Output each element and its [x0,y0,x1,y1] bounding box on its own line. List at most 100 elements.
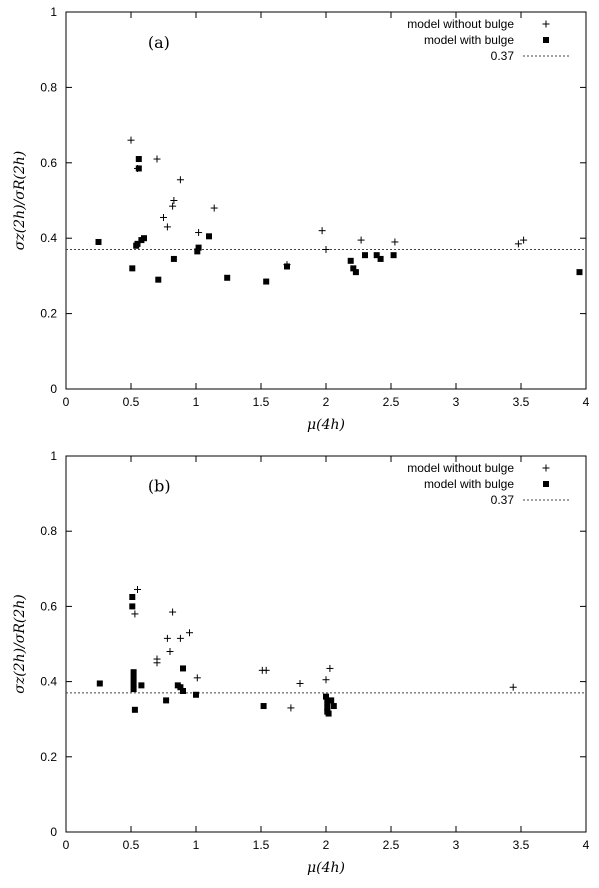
data-point-square [180,688,186,694]
plot-frame [65,11,587,390]
y-tick-label: 1 [50,449,57,463]
panel-b: 0 0.5 1 1.5 2 2.5 3 3.5 4 0 0.2 0.4 0.6 0.8 1 μ(4h) σz(2… [12,449,590,876]
data-point-square [347,257,354,264]
data-point-plus [153,155,161,163]
x-tick-label: 1 [193,838,200,852]
data-point-plus [160,213,167,221]
data-point-square [324,704,331,711]
x-tick-label: 2 [323,838,330,852]
panel-a: 0 0.5 1 1.5 2 2.5 3 3.5 4 0 0.2 0.4 0.6 0.8 1 μ(4h) σz(2… [12,5,590,433]
data-point-square [350,265,357,272]
x-axis-title: μ(4h) [307,860,345,876]
data-point-square [330,703,337,710]
x-tick-label: 0 [63,395,70,409]
data-point-square [129,594,136,600]
data-point-plus [287,704,295,712]
y-tick-label: 0.4 [40,675,57,689]
data-point-square [352,269,359,276]
y-tick-label: 0.4 [40,231,57,245]
data-point-plus [509,683,517,691]
x-tick-label: 0 [63,838,70,852]
data-point-square [323,693,329,700]
series-without-bulge [127,136,528,269]
y-tick-label: 0 [50,382,57,396]
legend-symbol-square [543,481,549,487]
data-point-square [135,156,142,163]
data-point-square [180,665,186,672]
x-tick-label: 2.5 [383,395,400,409]
data-point-plus [514,240,522,248]
data-point-plus [186,629,193,637]
data-point-square [170,255,177,262]
x-tick-label: 1.5 [253,395,270,409]
y-tick-label: 0.2 [40,307,57,321]
data-point-plus [134,585,141,593]
legend-label-reference: 0.37 [491,49,515,63]
x-tick-label: 1.5 [253,838,270,852]
data-point-square [377,255,384,262]
data-point-plus [131,610,139,618]
data-point-square [131,706,138,713]
data-point-square [576,269,583,276]
data-point-plus [322,676,330,684]
legend-label: model with bulge [424,33,514,47]
data-point-square [130,674,137,681]
data-point-square [155,276,162,283]
data-point-plus [391,238,399,246]
data-point-plus [357,236,365,244]
data-point-square [138,682,145,689]
y-axis-title: σz(2h)/σR(2h) [12,151,28,250]
data-point-plus [170,197,178,204]
data-point-plus [163,223,171,231]
y-tick-label: 0.6 [40,156,57,170]
data-point-plus [127,136,135,144]
data-point-square [224,274,231,281]
series-with-bulge [95,156,583,285]
data-point-square [130,686,137,693]
data-point-square [130,680,137,687]
data-point-square [163,697,170,704]
x-tick-label: 4 [583,838,590,852]
legend: model without bulge model with bulge 0.37 [407,461,569,507]
y-tick-label: 0.2 [40,750,57,764]
x-tick-label: 2 [323,395,330,409]
legend-label: model with bulge [424,477,514,491]
data-point-square [130,669,137,676]
x-tick-label: 3 [453,395,460,409]
data-point-square [324,699,331,706]
y-tick-label: 0.8 [40,80,57,94]
y-tick-label: 0.6 [40,599,57,613]
legend-symbol-square [543,37,549,43]
data-point-plus [262,666,270,674]
data-point-square [195,244,202,251]
data-point-plus [296,679,304,687]
x-axis-title: μ(4h) [307,417,345,433]
data-point-square [206,233,212,240]
data-point-plus [326,664,334,672]
legend-symbol-plus [542,20,550,28]
data-point-square [263,278,270,285]
x-tick-label: 3.5 [513,838,530,852]
data-point-square [96,680,103,687]
data-point-square [134,240,141,247]
panel-label: (b) [148,477,171,496]
x-tick-label: 1 [193,395,200,409]
data-point-plus [176,634,184,642]
data-point-square [325,710,332,717]
data-point-plus [169,608,177,616]
plot-frame [65,455,587,833]
data-point-plus [163,634,171,642]
legend-label: model without bulge [407,17,514,31]
data-point-plus [318,227,326,235]
y-tick-label: 0 [50,825,57,839]
legend-label: model without bulge [407,461,514,475]
data-point-plus [176,176,184,184]
x-tick-label: 2.5 [383,838,400,852]
y-tick-label: 0.8 [40,524,57,538]
data-point-square [95,238,102,245]
data-point-plus [195,229,203,237]
legend: model without bulge model with bulge 0.37 [407,17,569,63]
data-point-square [194,248,201,255]
data-point-square [129,603,136,610]
y-tick-label: 1 [50,5,57,19]
